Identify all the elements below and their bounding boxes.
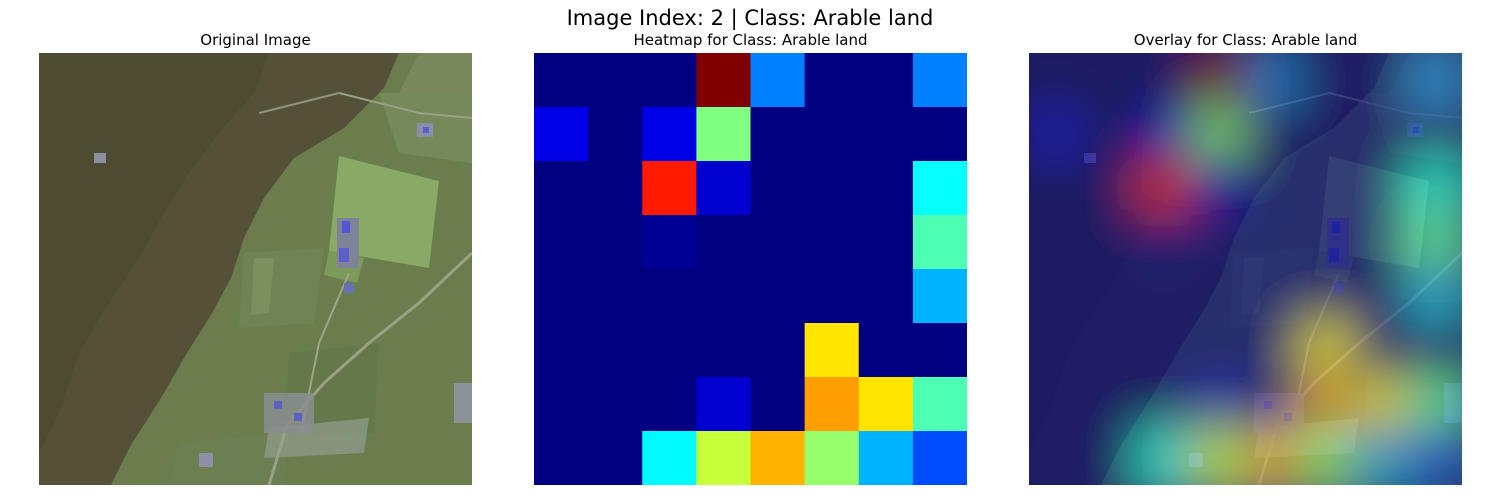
heatmap-cell-r7-c3 bbox=[696, 431, 752, 485]
overlay-blob-r0-c3 bbox=[1188, 53, 1249, 113]
heatmap-cell-r2-c5 bbox=[804, 161, 860, 216]
overlay-blob-r7-c6 bbox=[1351, 425, 1411, 485]
overlay-chart bbox=[1029, 53, 1462, 485]
heatmap-cell-r1-c7 bbox=[912, 107, 967, 162]
heatmap-cell-r4-c0 bbox=[534, 269, 589, 324]
heatmap-cell-r4-c5 bbox=[804, 269, 860, 324]
overlay-panel bbox=[1029, 53, 1462, 485]
heatmap-cell-r0-c1 bbox=[588, 53, 643, 108]
figure-suptitle: Image Index: 2 | Class: Arable land bbox=[566, 6, 934, 30]
original-image-panel bbox=[39, 53, 472, 485]
heatmap-cell-r1-c4 bbox=[750, 107, 806, 162]
heatmap-cell-r4-c7 bbox=[912, 269, 967, 324]
heatmap-cell-r3-c5 bbox=[804, 215, 860, 270]
heatmap-panel bbox=[534, 53, 967, 485]
heatmap-cell-r2-c1 bbox=[588, 161, 643, 216]
heatmap-cell-r2-c0 bbox=[534, 161, 589, 216]
heatmap-cell-r6-c4 bbox=[750, 377, 806, 432]
heatmap-cell-r4-c6 bbox=[858, 269, 914, 324]
overlay-blob-r6-c7 bbox=[1405, 371, 1462, 437]
overlay-blob-r3-c2 bbox=[1134, 209, 1195, 275]
heatmap-cell-r0-c5 bbox=[804, 53, 860, 108]
heatmap-cell-r2-c4 bbox=[750, 161, 806, 216]
heatmap-cell-r5-c6 bbox=[858, 323, 914, 378]
panel-title-heatmap: Heatmap for Class: Arable land bbox=[633, 31, 868, 49]
heatmap-cell-r5-c4 bbox=[750, 323, 806, 378]
heatmap-cell-r0-c4 bbox=[750, 53, 806, 108]
overlay-blob-r7-c5 bbox=[1296, 425, 1357, 485]
overlay-blob-r2-c3 bbox=[1188, 155, 1249, 221]
heatmap-cell-r4-c3 bbox=[696, 269, 752, 324]
heatmap-cell-r7-c6 bbox=[858, 431, 914, 485]
overlay-blob-r2-c7 bbox=[1405, 155, 1462, 221]
overlay-blob-r6-c6 bbox=[1351, 371, 1411, 437]
overlay-blob-r1-c2 bbox=[1134, 101, 1195, 167]
overlay-blob-r7-c4 bbox=[1242, 425, 1303, 485]
heatmap-cell-r1-c1 bbox=[588, 107, 643, 162]
overlay-blob-r5-c5 bbox=[1296, 317, 1357, 383]
heatmap-cell-r3-c7 bbox=[912, 215, 967, 270]
overlay-blob-r4-c7 bbox=[1405, 263, 1462, 329]
heatmap-cell-r2-c2 bbox=[642, 161, 697, 216]
heatmap-cell-r0-c0 bbox=[534, 53, 589, 108]
heatmap-cell-r0-c2 bbox=[642, 53, 697, 108]
heatmap-cell-r5-c0 bbox=[534, 323, 589, 378]
heatmap-cell-r5-c7 bbox=[912, 323, 967, 378]
heatmap-cell-r4-c2 bbox=[642, 269, 697, 324]
heatmap-cell-r7-c2 bbox=[642, 431, 697, 485]
satellite-image bbox=[39, 53, 472, 485]
heatmap-cell-r3-c3 bbox=[696, 215, 752, 270]
heatmap-cell-r3-c6 bbox=[858, 215, 914, 270]
overlay-blob-r0-c4 bbox=[1242, 53, 1303, 113]
heatmap-cell-r4-c4 bbox=[750, 269, 806, 324]
heatmap-cell-r2-c6 bbox=[858, 161, 914, 216]
heatmap-cell-r7-c7 bbox=[912, 431, 967, 485]
heatmap-cell-r3-c4 bbox=[750, 215, 806, 270]
heatmap-cell-r4-c1 bbox=[588, 269, 643, 324]
heatmap-chart bbox=[534, 53, 967, 485]
heatmap-cell-r0-c6 bbox=[858, 53, 914, 108]
heatmap-cell-r2-c7 bbox=[912, 161, 967, 216]
panel-title-overlay: Overlay for Class: Arable land bbox=[1133, 31, 1358, 49]
heatmap-cell-r2-c3 bbox=[696, 161, 752, 216]
overlay-blob-r6-c5 bbox=[1296, 371, 1357, 437]
heatmap-cell-r5-c5 bbox=[804, 323, 860, 378]
overlay-blob-r0-c7 bbox=[1405, 53, 1462, 113]
heatmap-cell-r6-c6 bbox=[858, 377, 914, 432]
heatmap-cell-r1-c5 bbox=[804, 107, 860, 162]
heatmap-cell-r6-c7 bbox=[912, 377, 967, 432]
heatmap-cell-r7-c1 bbox=[588, 431, 643, 485]
heatmap-cell-r6-c2 bbox=[642, 377, 697, 432]
heatmap-cell-r0-c7 bbox=[912, 53, 967, 108]
heatmap-cell-r1-c0 bbox=[534, 107, 589, 162]
panel-title-original: Original Image bbox=[200, 31, 311, 49]
heatmap-cell-r6-c0 bbox=[534, 377, 589, 432]
overlay-blob-r3-c7 bbox=[1405, 209, 1462, 275]
overlay-blob-r7-c7 bbox=[1405, 425, 1462, 485]
heatmap-cell-r3-c1 bbox=[588, 215, 643, 270]
overlay-blob-r2-c2 bbox=[1134, 155, 1195, 221]
overlay-blob-r7-c3 bbox=[1188, 425, 1249, 485]
heatmap-cell-r6-c1 bbox=[588, 377, 643, 432]
overlay-blob-r6-c3 bbox=[1188, 371, 1249, 437]
heatmap-cell-r5-c2 bbox=[642, 323, 697, 378]
heatmap-cell-r3-c0 bbox=[534, 215, 589, 270]
overlay-blob-r7-c2 bbox=[1134, 425, 1195, 485]
overlay-blob-r1-c0 bbox=[1029, 101, 1086, 167]
heatmap-cell-r1-c2 bbox=[642, 107, 697, 162]
heatmap-cell-r0-c3 bbox=[696, 53, 752, 108]
heatmap-cell-r3-c2 bbox=[642, 215, 697, 270]
heatmap-cell-r7-c5 bbox=[804, 431, 860, 485]
heatmap-cell-r5-c1 bbox=[588, 323, 643, 378]
heatmap-cell-r7-c0 bbox=[534, 431, 589, 485]
heatmap-cell-r6-c5 bbox=[804, 377, 860, 432]
heatmap-cell-r5-c3 bbox=[696, 323, 752, 378]
overlay-blob-r1-c3 bbox=[1188, 101, 1249, 167]
heatmap-cell-r1-c6 bbox=[858, 107, 914, 162]
heatmap-cell-r7-c4 bbox=[750, 431, 806, 485]
heatmap-cell-r6-c3 bbox=[696, 377, 752, 432]
heatmap-cell-r1-c3 bbox=[696, 107, 752, 162]
